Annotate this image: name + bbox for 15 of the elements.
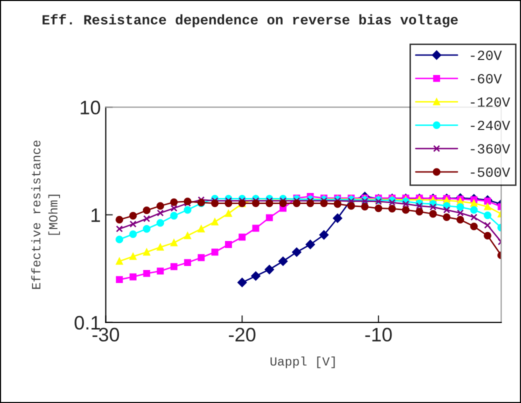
x-tick-label: -30	[92, 328, 120, 342]
y-tick-label: 0.1	[74, 316, 100, 330]
legend-label: -20V	[470, 50, 502, 60]
legend-label: -240V	[470, 120, 510, 130]
chart-title: Eff. Resistance dependence on reverse bias voltage	[42, 14, 458, 28]
y-axis-title: Effective resistance [MOhm]	[31, 140, 60, 289]
y-tick-label: 1	[92, 208, 100, 222]
legend-label: -360V	[470, 144, 510, 154]
legend-label: -60V	[470, 74, 502, 84]
x-tick-label: -20	[228, 328, 256, 342]
legend-label: -500V	[470, 167, 510, 177]
x-tick-label: -10	[365, 328, 392, 342]
legend-label: -120V	[470, 97, 510, 107]
x-axis-title: Uappl [V]	[270, 356, 335, 368]
y-tick-label: 10	[80, 100, 100, 114]
